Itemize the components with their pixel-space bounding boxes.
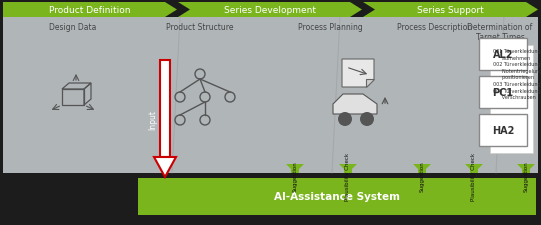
Circle shape bbox=[360, 112, 374, 126]
Text: Series Support: Series Support bbox=[417, 6, 484, 15]
Text: Input: Input bbox=[148, 109, 157, 129]
Text: Suggestion: Suggestion bbox=[293, 160, 298, 191]
Polygon shape bbox=[465, 164, 483, 173]
Polygon shape bbox=[517, 164, 535, 173]
Text: AI-Assistance System: AI-Assistance System bbox=[274, 192, 400, 202]
Polygon shape bbox=[3, 3, 177, 18]
Text: Suggestion: Suggestion bbox=[419, 160, 425, 191]
Polygon shape bbox=[333, 94, 377, 115]
Polygon shape bbox=[342, 60, 374, 88]
FancyBboxPatch shape bbox=[522, 164, 530, 173]
Circle shape bbox=[338, 112, 352, 126]
FancyBboxPatch shape bbox=[160, 61, 170, 157]
FancyBboxPatch shape bbox=[418, 164, 426, 173]
Polygon shape bbox=[154, 157, 176, 177]
Polygon shape bbox=[413, 164, 431, 173]
Polygon shape bbox=[363, 3, 538, 18]
Polygon shape bbox=[3, 18, 538, 173]
Text: Determination of
Target Times: Determination of Target Times bbox=[467, 23, 533, 42]
Text: Series Development: Series Development bbox=[224, 6, 316, 15]
Text: Process Planning: Process Planning bbox=[298, 23, 362, 32]
Text: Plausibility Check: Plausibility Check bbox=[346, 152, 351, 200]
FancyBboxPatch shape bbox=[470, 164, 478, 173]
Polygon shape bbox=[286, 164, 304, 173]
FancyBboxPatch shape bbox=[479, 39, 527, 71]
Polygon shape bbox=[178, 3, 362, 18]
FancyBboxPatch shape bbox=[479, 115, 527, 146]
Text: AL2: AL2 bbox=[493, 50, 513, 60]
Text: Suggestion: Suggestion bbox=[524, 160, 529, 191]
Text: PC1: PC1 bbox=[492, 88, 513, 98]
Text: Plausibility Check: Plausibility Check bbox=[472, 152, 477, 200]
FancyBboxPatch shape bbox=[479, 77, 527, 108]
Text: Design Data: Design Data bbox=[49, 23, 97, 32]
Polygon shape bbox=[339, 164, 357, 173]
Text: Product Definition: Product Definition bbox=[49, 6, 131, 15]
Text: Product Structure: Product Structure bbox=[166, 23, 234, 32]
Polygon shape bbox=[366, 80, 374, 88]
FancyBboxPatch shape bbox=[291, 164, 299, 173]
Text: Process Description: Process Description bbox=[398, 23, 473, 32]
Text: HA2: HA2 bbox=[492, 126, 514, 135]
FancyBboxPatch shape bbox=[490, 46, 533, 153]
FancyBboxPatch shape bbox=[344, 164, 352, 173]
Text: 001 Türverkleidung aus Regal
      aufnehmen
002 Türverkleidung
      Notentrieg: 001 Türverkleidung aus Regal aufnehmen 0… bbox=[493, 49, 541, 100]
FancyBboxPatch shape bbox=[138, 178, 536, 215]
